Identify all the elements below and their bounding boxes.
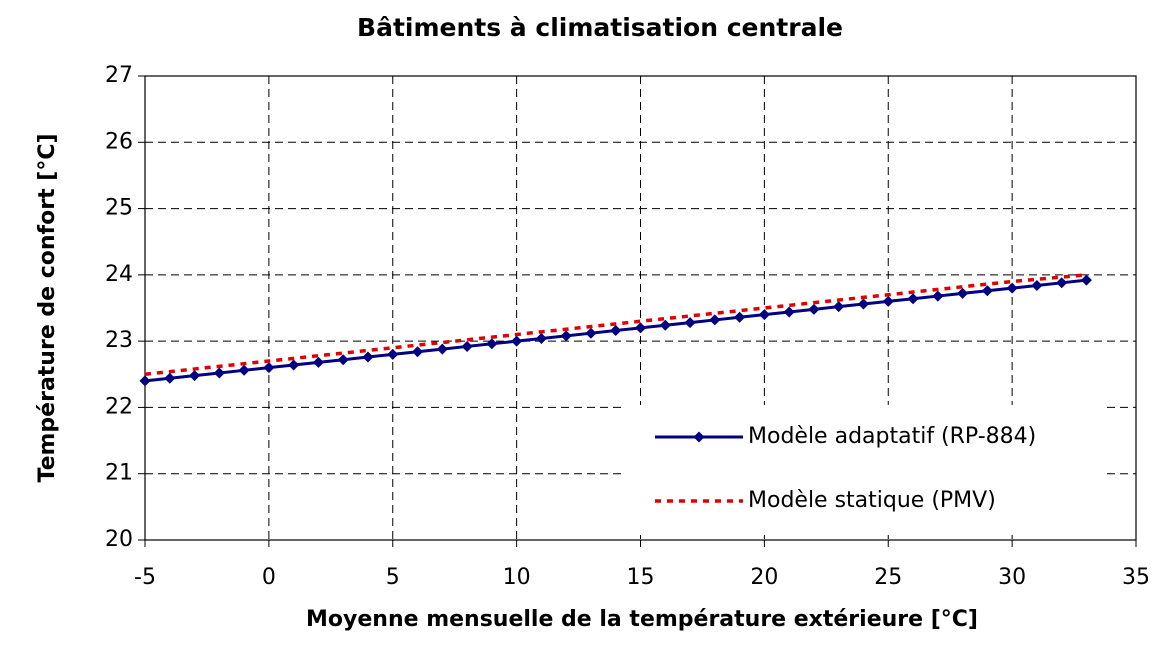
data-point [981,285,993,297]
data-point [833,301,845,313]
data-point [659,319,671,331]
legend-marker [693,431,705,443]
chart-title: Bâtiments à climatisation centrale [357,13,843,42]
y-tick-label: 21 [105,461,133,486]
data-point [907,293,919,305]
data-point [213,367,225,379]
data-point [635,322,646,334]
x-tick-label: 15 [627,565,655,590]
data-point [486,338,498,350]
y-tick-label: 26 [105,129,133,154]
data-point [709,314,721,326]
x-tick-label: 25 [874,565,902,590]
data-point [1056,277,1068,289]
data-point [189,370,201,382]
data-point [288,359,300,371]
data-point [312,356,324,368]
x-tick-label: 35 [1122,565,1150,590]
data-point [1080,274,1092,286]
y-tick-label: 20 [105,527,133,552]
data-point [362,351,374,363]
y-tick-label: 22 [105,394,133,419]
data-point [610,325,622,337]
data-point [957,287,969,299]
data-point [412,346,424,358]
x-tick-label: 30 [998,565,1026,590]
data-point [461,340,473,352]
x-tick-label: -5 [134,565,156,590]
data-point [734,311,746,323]
data-point [857,298,869,310]
y-tick-label: 27 [105,63,133,88]
data-point [932,290,944,302]
y-tick-label: 24 [105,262,133,287]
data-point [164,372,176,384]
data-point [1031,279,1043,291]
data-point [684,317,696,329]
data-point [783,306,795,318]
data-point [882,295,894,307]
data-point [585,327,597,339]
data-point [535,332,547,344]
x-tick-label: 5 [386,565,400,590]
data-point [337,354,349,366]
data-point [560,330,572,342]
data-point [436,343,448,355]
plot-frame [144,75,1137,541]
data-point [387,348,399,360]
legend-box [625,405,1103,535]
legend-label: Modèle adaptatif (RP-884) [748,424,1036,449]
x-tick-label: 10 [503,565,531,590]
x-axis-title: Moyenne mensuelle de la température exté… [306,607,978,632]
data-point [238,364,250,376]
x-tick-label: 0 [262,565,276,590]
x-tick-label: 20 [750,565,778,590]
data-point [263,362,275,374]
data-point [511,335,523,347]
y-axis-title: Température de confort [°C] [35,133,60,482]
data-point [758,309,770,321]
y-tick-label: 25 [105,196,133,221]
legend-label: Modèle statique (PMV) [748,488,996,513]
data-point [139,375,151,387]
data-point [1006,282,1018,294]
series-line [144,273,1087,377]
data-point [808,303,820,315]
y-tick-label: 23 [105,328,133,353]
